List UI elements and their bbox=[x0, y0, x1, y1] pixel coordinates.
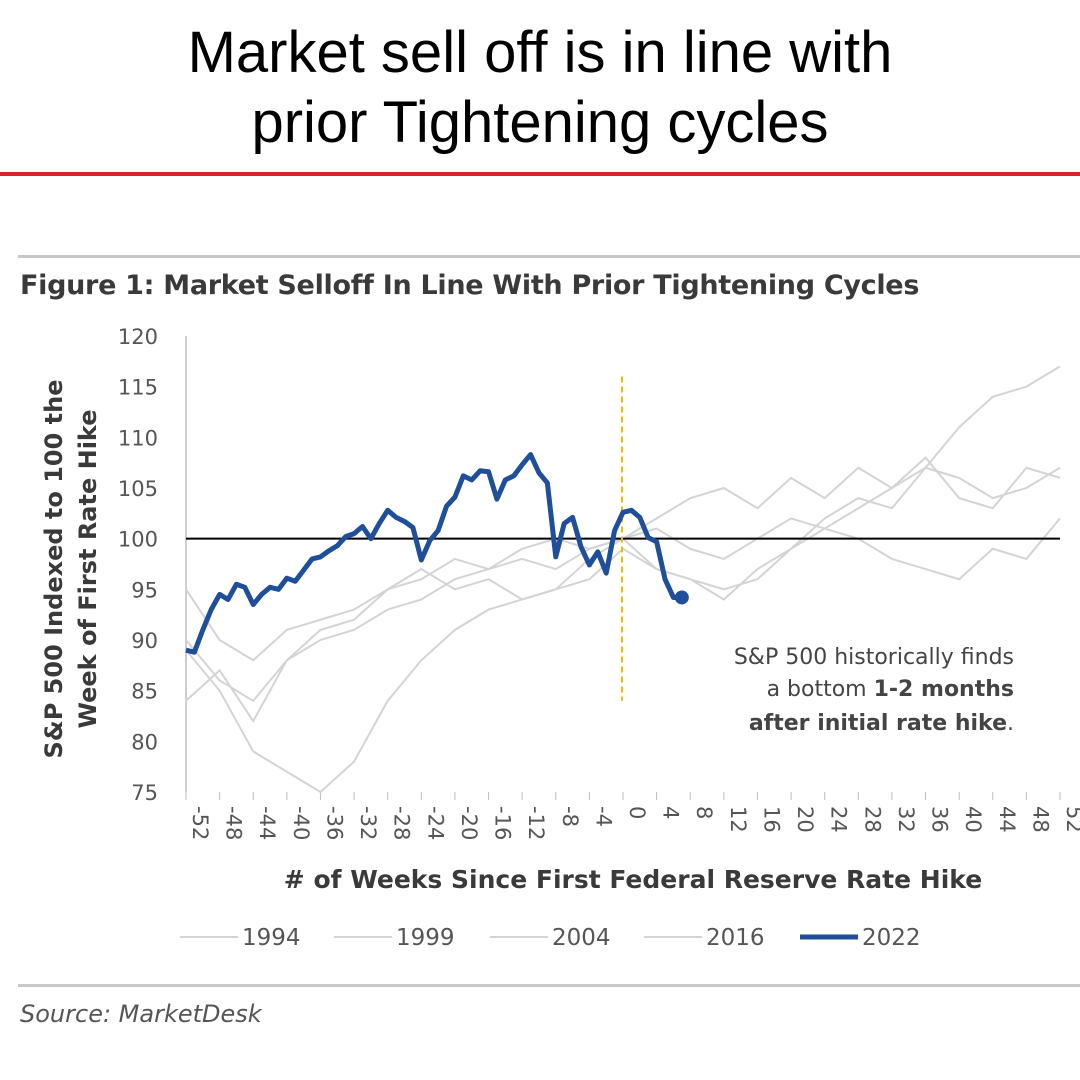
legend-label-1999: 1999 bbox=[396, 925, 455, 951]
x-tick-label: 52 bbox=[1062, 806, 1080, 833]
x-tick-label: 4 bbox=[659, 806, 683, 819]
x-tick-label: -40 bbox=[289, 806, 313, 840]
legend-label-1994: 1994 bbox=[242, 925, 301, 951]
x-tick-label: -12 bbox=[524, 806, 548, 840]
x-tick-label: 12 bbox=[726, 806, 750, 833]
y-tick-label: 100 bbox=[118, 528, 158, 552]
series-end-point-2022 bbox=[674, 590, 689, 605]
x-tick-label: -32 bbox=[356, 806, 380, 840]
x-tick-label: -20 bbox=[457, 806, 481, 840]
annotation-line-3: after initial rate hike. bbox=[749, 711, 1014, 736]
x-tick-label: 28 bbox=[860, 806, 884, 833]
legend-label-2004: 2004 bbox=[552, 925, 611, 951]
y-tick-label: 75 bbox=[131, 781, 158, 805]
y-tick-label: 120 bbox=[118, 325, 158, 349]
y-tick-label: 95 bbox=[131, 578, 158, 602]
x-tick-label: 36 bbox=[928, 806, 952, 833]
x-tick-label: -48 bbox=[222, 806, 246, 840]
annotation-line-1: S&P 500 historically finds bbox=[734, 645, 1014, 670]
figure-bottom-rule bbox=[18, 984, 1080, 987]
series-line-2022 bbox=[185, 452, 682, 655]
y-axis-title-line-1: S&P 500 Indexed to 100 the bbox=[40, 380, 68, 759]
x-tick-label: -28 bbox=[390, 806, 414, 840]
headline-line-2: prior Tightening cycles bbox=[251, 90, 829, 155]
headline-line-1: Market sell off is in line with bbox=[187, 20, 893, 85]
annotation-line-2: a bottom 1-2 months bbox=[767, 677, 1014, 702]
x-tick-label: 20 bbox=[793, 806, 817, 833]
x-tick-label: 16 bbox=[759, 806, 783, 833]
annotation-line-3-bold: after initial rate hike bbox=[749, 711, 1007, 736]
annotation-line-2-bold: 1-2 months bbox=[874, 677, 1014, 702]
x-tick-label: -8 bbox=[558, 806, 582, 827]
y-tick-label: 80 bbox=[131, 730, 158, 754]
x-tick-label: 44 bbox=[995, 806, 1019, 833]
headline: Market sell off is in line with prior Ti… bbox=[0, 18, 1080, 158]
y-tick-label: 85 bbox=[131, 680, 158, 704]
x-tick-label: 8 bbox=[692, 806, 716, 819]
figure-top-rule bbox=[18, 255, 1080, 258]
x-tick-label: -4 bbox=[591, 806, 615, 827]
x-tick-label: 0 bbox=[625, 806, 649, 819]
legend-label-2016: 2016 bbox=[706, 925, 765, 951]
annotation-line-3-text: . bbox=[1007, 711, 1014, 736]
y-tick-label: 115 bbox=[118, 376, 158, 400]
x-tick-label: 24 bbox=[827, 806, 851, 833]
x-tick-label: -24 bbox=[423, 806, 447, 840]
legend-label-2022: 2022 bbox=[862, 925, 921, 951]
x-axis-title: # of Weeks Since First Federal Reserve R… bbox=[284, 865, 982, 894]
y-tick-label: 105 bbox=[118, 477, 158, 501]
y-tick-label: 90 bbox=[131, 629, 158, 653]
source-note: Source: MarketDesk bbox=[20, 1000, 262, 1028]
annotation-line-2-text: a bottom bbox=[767, 677, 874, 702]
y-axis-title-line-2: Week of First Rate Hike bbox=[74, 409, 102, 728]
x-tick-label: -36 bbox=[322, 806, 346, 840]
headline-divider bbox=[0, 172, 1080, 176]
x-tick-label: 32 bbox=[894, 806, 918, 833]
figure-title: Figure 1: Market Selloff In Line With Pr… bbox=[20, 270, 920, 301]
x-tick-label: -16 bbox=[491, 806, 515, 840]
x-tick-label: 48 bbox=[1028, 806, 1052, 833]
x-tick-label: -44 bbox=[255, 806, 279, 840]
x-tick-label: 40 bbox=[961, 806, 985, 833]
x-tick-label: -52 bbox=[188, 806, 212, 840]
y-tick-label: 110 bbox=[118, 426, 158, 450]
